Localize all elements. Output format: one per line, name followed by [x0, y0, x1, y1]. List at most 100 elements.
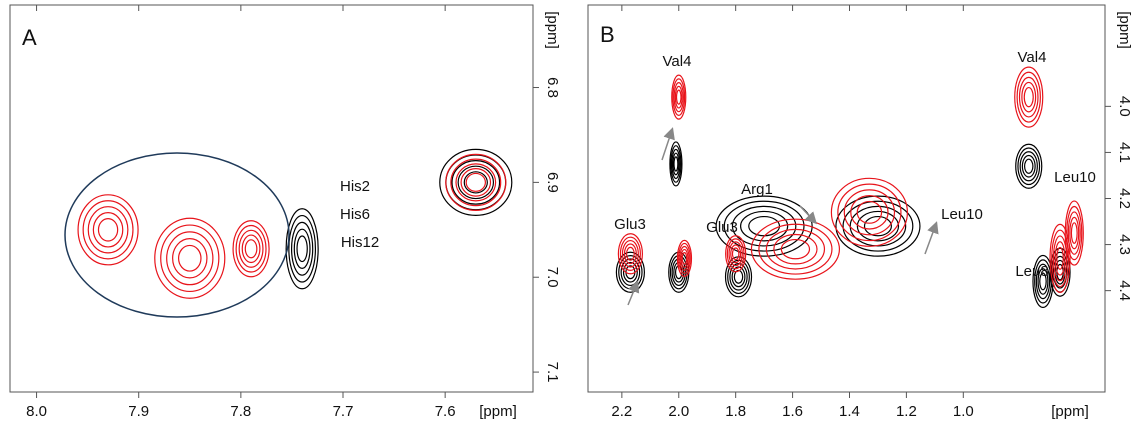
contour-ring [1021, 154, 1036, 178]
contour-ring [1014, 66, 1044, 128]
contour-ring [445, 153, 507, 211]
peak-annotation: His6 [340, 206, 370, 223]
contour-ring [681, 252, 688, 265]
x-axis-label: [ppm] [1051, 403, 1089, 420]
y-tick-label: 4.0 [1116, 96, 1133, 117]
contour-ring [82, 200, 134, 260]
contour-ring [672, 152, 680, 176]
contour-ring [835, 195, 921, 257]
peak-annotation: His12 [341, 234, 379, 251]
contour-ring [729, 263, 748, 291]
contour-ring [1018, 76, 1039, 118]
peak-contour [232, 220, 270, 278]
contour-ring [235, 224, 267, 273]
contour-ring [1035, 263, 1051, 300]
contour-ring [445, 154, 507, 211]
contour-ring [773, 233, 818, 265]
peak-contour [1015, 143, 1043, 189]
contour-ring [726, 238, 745, 270]
contour-ring [731, 205, 797, 247]
contour-ring [1023, 158, 1034, 174]
contour-ring [1049, 223, 1071, 293]
contour-ring [676, 239, 693, 277]
peak-annotation: Glu3 [614, 216, 646, 233]
peak-annotation: Glu3 [706, 219, 738, 236]
contour-ring [1054, 241, 1066, 276]
contour-ring [238, 229, 264, 268]
contour-ring [740, 210, 789, 242]
contour-ring [674, 85, 683, 109]
contour-ring [455, 163, 497, 202]
contour-ring [1067, 211, 1081, 255]
peak-contour [671, 74, 687, 120]
y-tick-label: 4.1 [1116, 142, 1133, 163]
x-tick-label: 2.2 [611, 403, 632, 420]
y-tick-label: 6.9 [544, 172, 561, 193]
contour-ring [1039, 272, 1047, 291]
y-tick-label: 6.8 [544, 77, 561, 98]
contour-ring [285, 208, 319, 290]
arrow [799, 205, 818, 225]
contour-ring [97, 218, 119, 242]
highlight-ellipse [64, 152, 290, 318]
contour-ring [1023, 86, 1034, 108]
contour-ring [92, 212, 124, 248]
x-tick-label: 1.4 [839, 403, 860, 420]
y-tick-label: 4.3 [1116, 234, 1133, 255]
contour-ring [863, 215, 892, 237]
peak-contour [676, 239, 693, 277]
contour-ring [843, 189, 896, 236]
contour-ring [765, 228, 826, 270]
peak-contour [1014, 66, 1044, 128]
panel: 2.2 2.0 1.8 1.6 1.4 1.2 1.0 [ppm] 4.0 4.1 4.2 4.3 4.… [587, 4, 1133, 420]
contour-ring [731, 266, 746, 288]
contour-ring [675, 89, 682, 105]
y-axis-label: [ppm] [544, 11, 561, 49]
contour-ring [830, 177, 909, 247]
contour-ring [1015, 143, 1043, 189]
peak-annotation: Leu10 [1054, 169, 1096, 186]
contour-ring [232, 220, 270, 278]
contour-ring [296, 235, 308, 263]
contour-ring [750, 218, 841, 280]
contour-ring [439, 148, 513, 216]
contour-ring [625, 246, 635, 261]
contour-ring [177, 244, 202, 272]
x-tick-label: 1.0 [953, 403, 974, 420]
contour-ring [166, 231, 214, 286]
contour-ring [617, 233, 643, 275]
contour-ring [160, 224, 220, 293]
contour-ring [172, 238, 208, 279]
contour-ring [1016, 71, 1041, 123]
contour-ring [625, 265, 636, 280]
contour-ring [758, 223, 833, 275]
peak-contour [285, 208, 319, 290]
contour-ring [715, 195, 813, 257]
x-tick-label: 8.0 [26, 403, 47, 420]
contour-ring [678, 242, 691, 274]
y-tick-label: 4.2 [1116, 188, 1133, 209]
contour-ring [451, 159, 501, 205]
peak-contour [715, 195, 813, 257]
x-tick-label: 7.6 [435, 403, 456, 420]
contour-ring [465, 172, 486, 192]
x-tick-label: 2.0 [668, 403, 689, 420]
panel: 8.0 7.9 7.8 7.7 7.6 [ppm] 6.8 6.9 7.0 7.1 [ppm] A Hi… [9, 4, 561, 420]
peak-contour [617, 233, 643, 275]
contour-ring [672, 78, 686, 117]
x-tick-label: 1.2 [896, 403, 917, 420]
peak-annotation: Val4 [663, 53, 692, 70]
arrow [627, 280, 640, 306]
contour-ring [623, 243, 637, 265]
x-tick-label: 1.8 [725, 403, 746, 420]
x-axis-label: [ppm] [479, 403, 517, 420]
contour-ring [723, 200, 805, 252]
x-tick-label: 7.9 [128, 403, 149, 420]
y-tick-label: 7.1 [544, 362, 561, 383]
contour-ring [1056, 246, 1064, 270]
arrow [924, 221, 939, 255]
peak-contour [830, 177, 909, 247]
contour-ring [1052, 255, 1068, 289]
contour-ring [460, 168, 492, 197]
